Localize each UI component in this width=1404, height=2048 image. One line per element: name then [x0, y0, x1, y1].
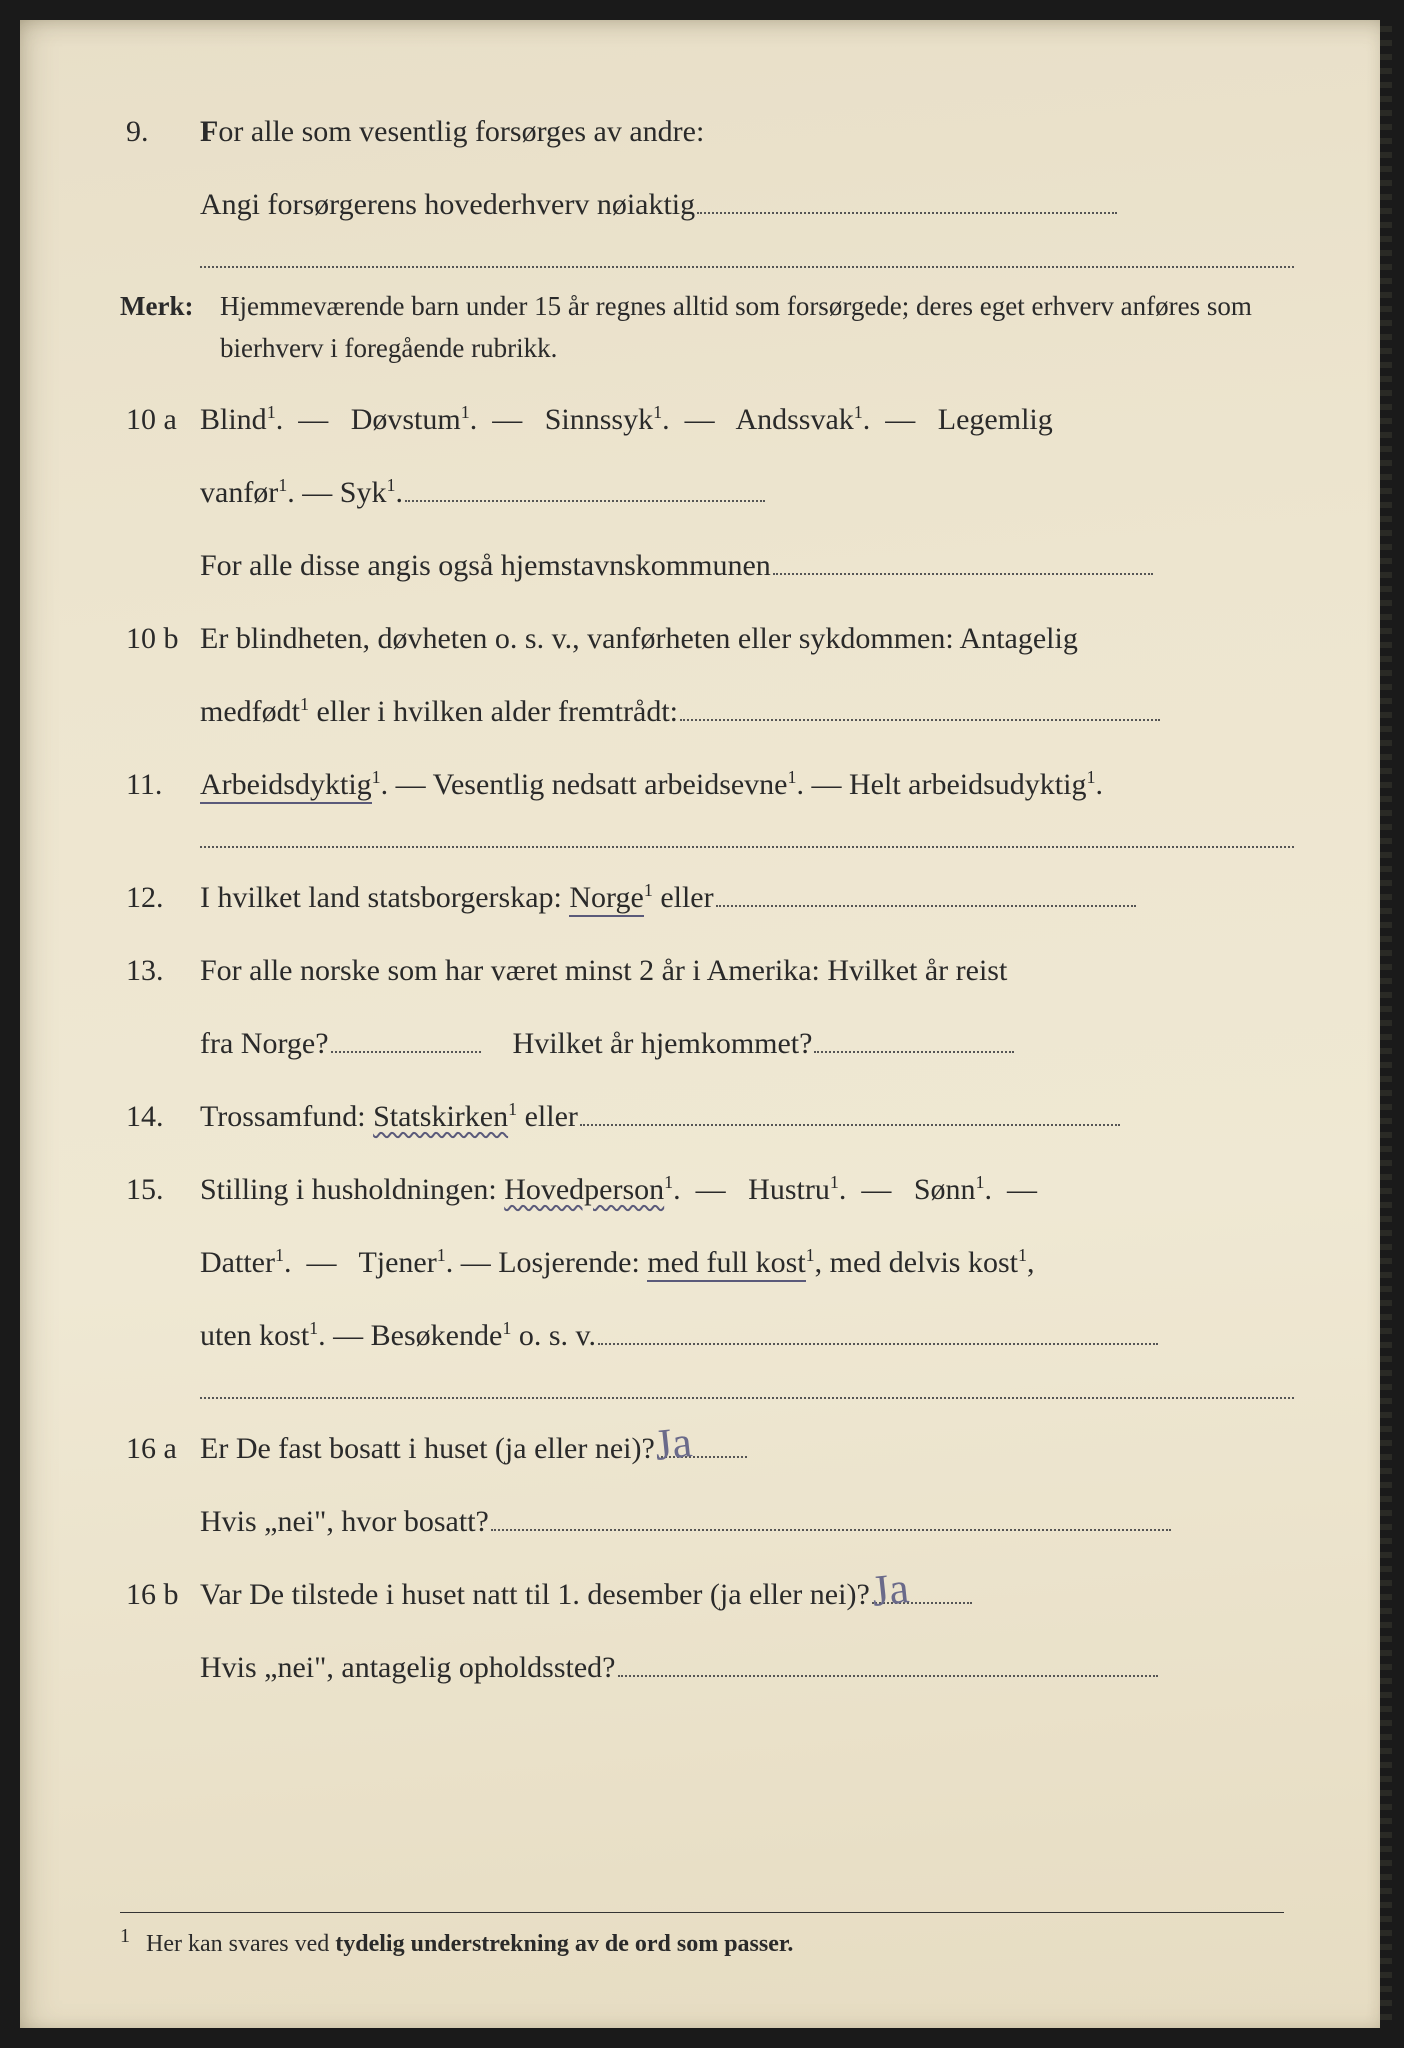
q15-row2: Datter1. — Tjener1. — Losjerende: med fu… — [120, 1231, 1294, 1294]
q12-number: 12. — [120, 869, 200, 926]
q15-number: 15. — [120, 1161, 200, 1218]
q12-opt-norge: Norge — [569, 881, 643, 917]
q16b-answer-blank[interactable]: Ja — [872, 1574, 972, 1604]
q10a-row3: For alle disse angis også hjemstavnskomm… — [120, 534, 1294, 597]
q14-row: 14. Trossamfund: Statskirken1 eller — [120, 1085, 1294, 1148]
q10a-blank2[interactable] — [773, 545, 1153, 575]
q12-blank[interactable] — [716, 877, 1136, 907]
q15-blank-full[interactable] — [200, 1377, 1294, 1399]
q16b-row2: Hvis „nei", antagelig opholdssted? — [120, 1636, 1294, 1699]
q10a-blank[interactable] — [405, 472, 765, 502]
q9-row2: Angi forsørgerens hovederhverv nøiaktig — [120, 173, 1294, 236]
q13-blank2[interactable] — [814, 1023, 1014, 1053]
merk-note: Merk: Hjemmeværende barn under 15 år reg… — [120, 286, 1294, 370]
q10b-row1: 10 b Er blindheten, døvheten o. s. v., v… — [120, 607, 1294, 670]
census-form-page: 9. For alle som vesentlig forsørges av a… — [20, 20, 1384, 2028]
q10b-row2: medfødt1 eller i hvilken alder fremtrådt… — [120, 680, 1294, 743]
q13-line1: For alle norske som har været minst 2 år… — [200, 939, 1294, 1002]
q10a-options: Blind1. — Døvstum1. — Sinnssyk1. — Andss… — [200, 388, 1294, 451]
q16b-blank[interactable] — [618, 1647, 1158, 1677]
q16a-row2: Hvis „nei", hvor bosatt? — [120, 1490, 1294, 1553]
q16a-answer-blank[interactable]: Ja — [657, 1428, 747, 1458]
q9-line1: For alle som vesentlig forsørges av andr… — [200, 100, 1294, 163]
q16b-answer: Ja — [867, 1542, 913, 1638]
q15-blank[interactable] — [598, 1315, 1158, 1345]
q13-blank1[interactable] — [331, 1023, 481, 1053]
q13-row2: fra Norge? Hvilket år hjemkommet? — [120, 1012, 1294, 1075]
q11-blank[interactable] — [200, 826, 1294, 848]
q9-row1: 9. For alle som vesentlig forsørges av a… — [120, 100, 1294, 163]
q11-number: 11. — [120, 756, 200, 813]
q10b-number: 10 b — [120, 610, 200, 667]
q11-row: 11. Arbeidsdyktig1. — Vesentlig nedsatt … — [120, 753, 1294, 816]
q15-row1: 15. Stilling i husholdningen: Hovedperso… — [120, 1158, 1294, 1221]
footnote: 1 Her kan svares ved tydelig understrekn… — [120, 1912, 1284, 1958]
q10b-blank[interactable] — [680, 691, 1160, 721]
q13-number: 13. — [120, 942, 200, 999]
q10b-line1: Er blindheten, døvheten o. s. v., vanfør… — [200, 607, 1294, 670]
q16b-number: 16 b — [120, 1566, 200, 1623]
q15-opt-hovedperson: Hovedperson — [504, 1173, 664, 1206]
q11-opt-arbeidsdyktig: Arbeidsdyktig — [200, 768, 372, 804]
q10a-number: 10 a — [120, 391, 200, 448]
q9-blank[interactable] — [697, 184, 1117, 214]
q16a-row1: 16 a Er De fast bosatt i huset (ja eller… — [120, 1417, 1294, 1480]
merk-label: Merk: — [120, 291, 220, 322]
q16b-row1: 16 b Var De tilstede i huset natt til 1.… — [120, 1563, 1294, 1626]
footnote-marker: 1 — [120, 1925, 130, 1947]
q15-row3: uten kost1. — Besøkende1 o. s. v. — [120, 1304, 1294, 1367]
q14-number: 14. — [120, 1088, 200, 1145]
q16a-blank[interactable] — [491, 1501, 1171, 1531]
q16a-answer: Ja — [650, 1396, 696, 1492]
q14-opt-statskirken: Statskirken — [373, 1100, 508, 1133]
q10a-row2: vanfør1. — Syk1. — [120, 461, 1294, 524]
merk-text: Hjemmeværende barn under 15 år regnes al… — [220, 286, 1294, 370]
q9-number: 9. — [120, 103, 200, 160]
q14-blank[interactable] — [580, 1096, 1120, 1126]
q12-row: 12. I hvilket land statsborgerskap: Norg… — [120, 866, 1294, 929]
q9-blank-full[interactable] — [200, 246, 1294, 268]
q9-line2: Angi forsørgerens hovederhverv nøiaktig — [200, 173, 1294, 236]
q13-row1: 13. For alle norske som har været minst … — [120, 939, 1294, 1002]
q16a-number: 16 a — [120, 1420, 200, 1477]
q10a-row1: 10 a Blind1. — Døvstum1. — Sinnssyk1. — … — [120, 388, 1294, 451]
q15-opt-fullkost: med full kost — [647, 1246, 805, 1282]
